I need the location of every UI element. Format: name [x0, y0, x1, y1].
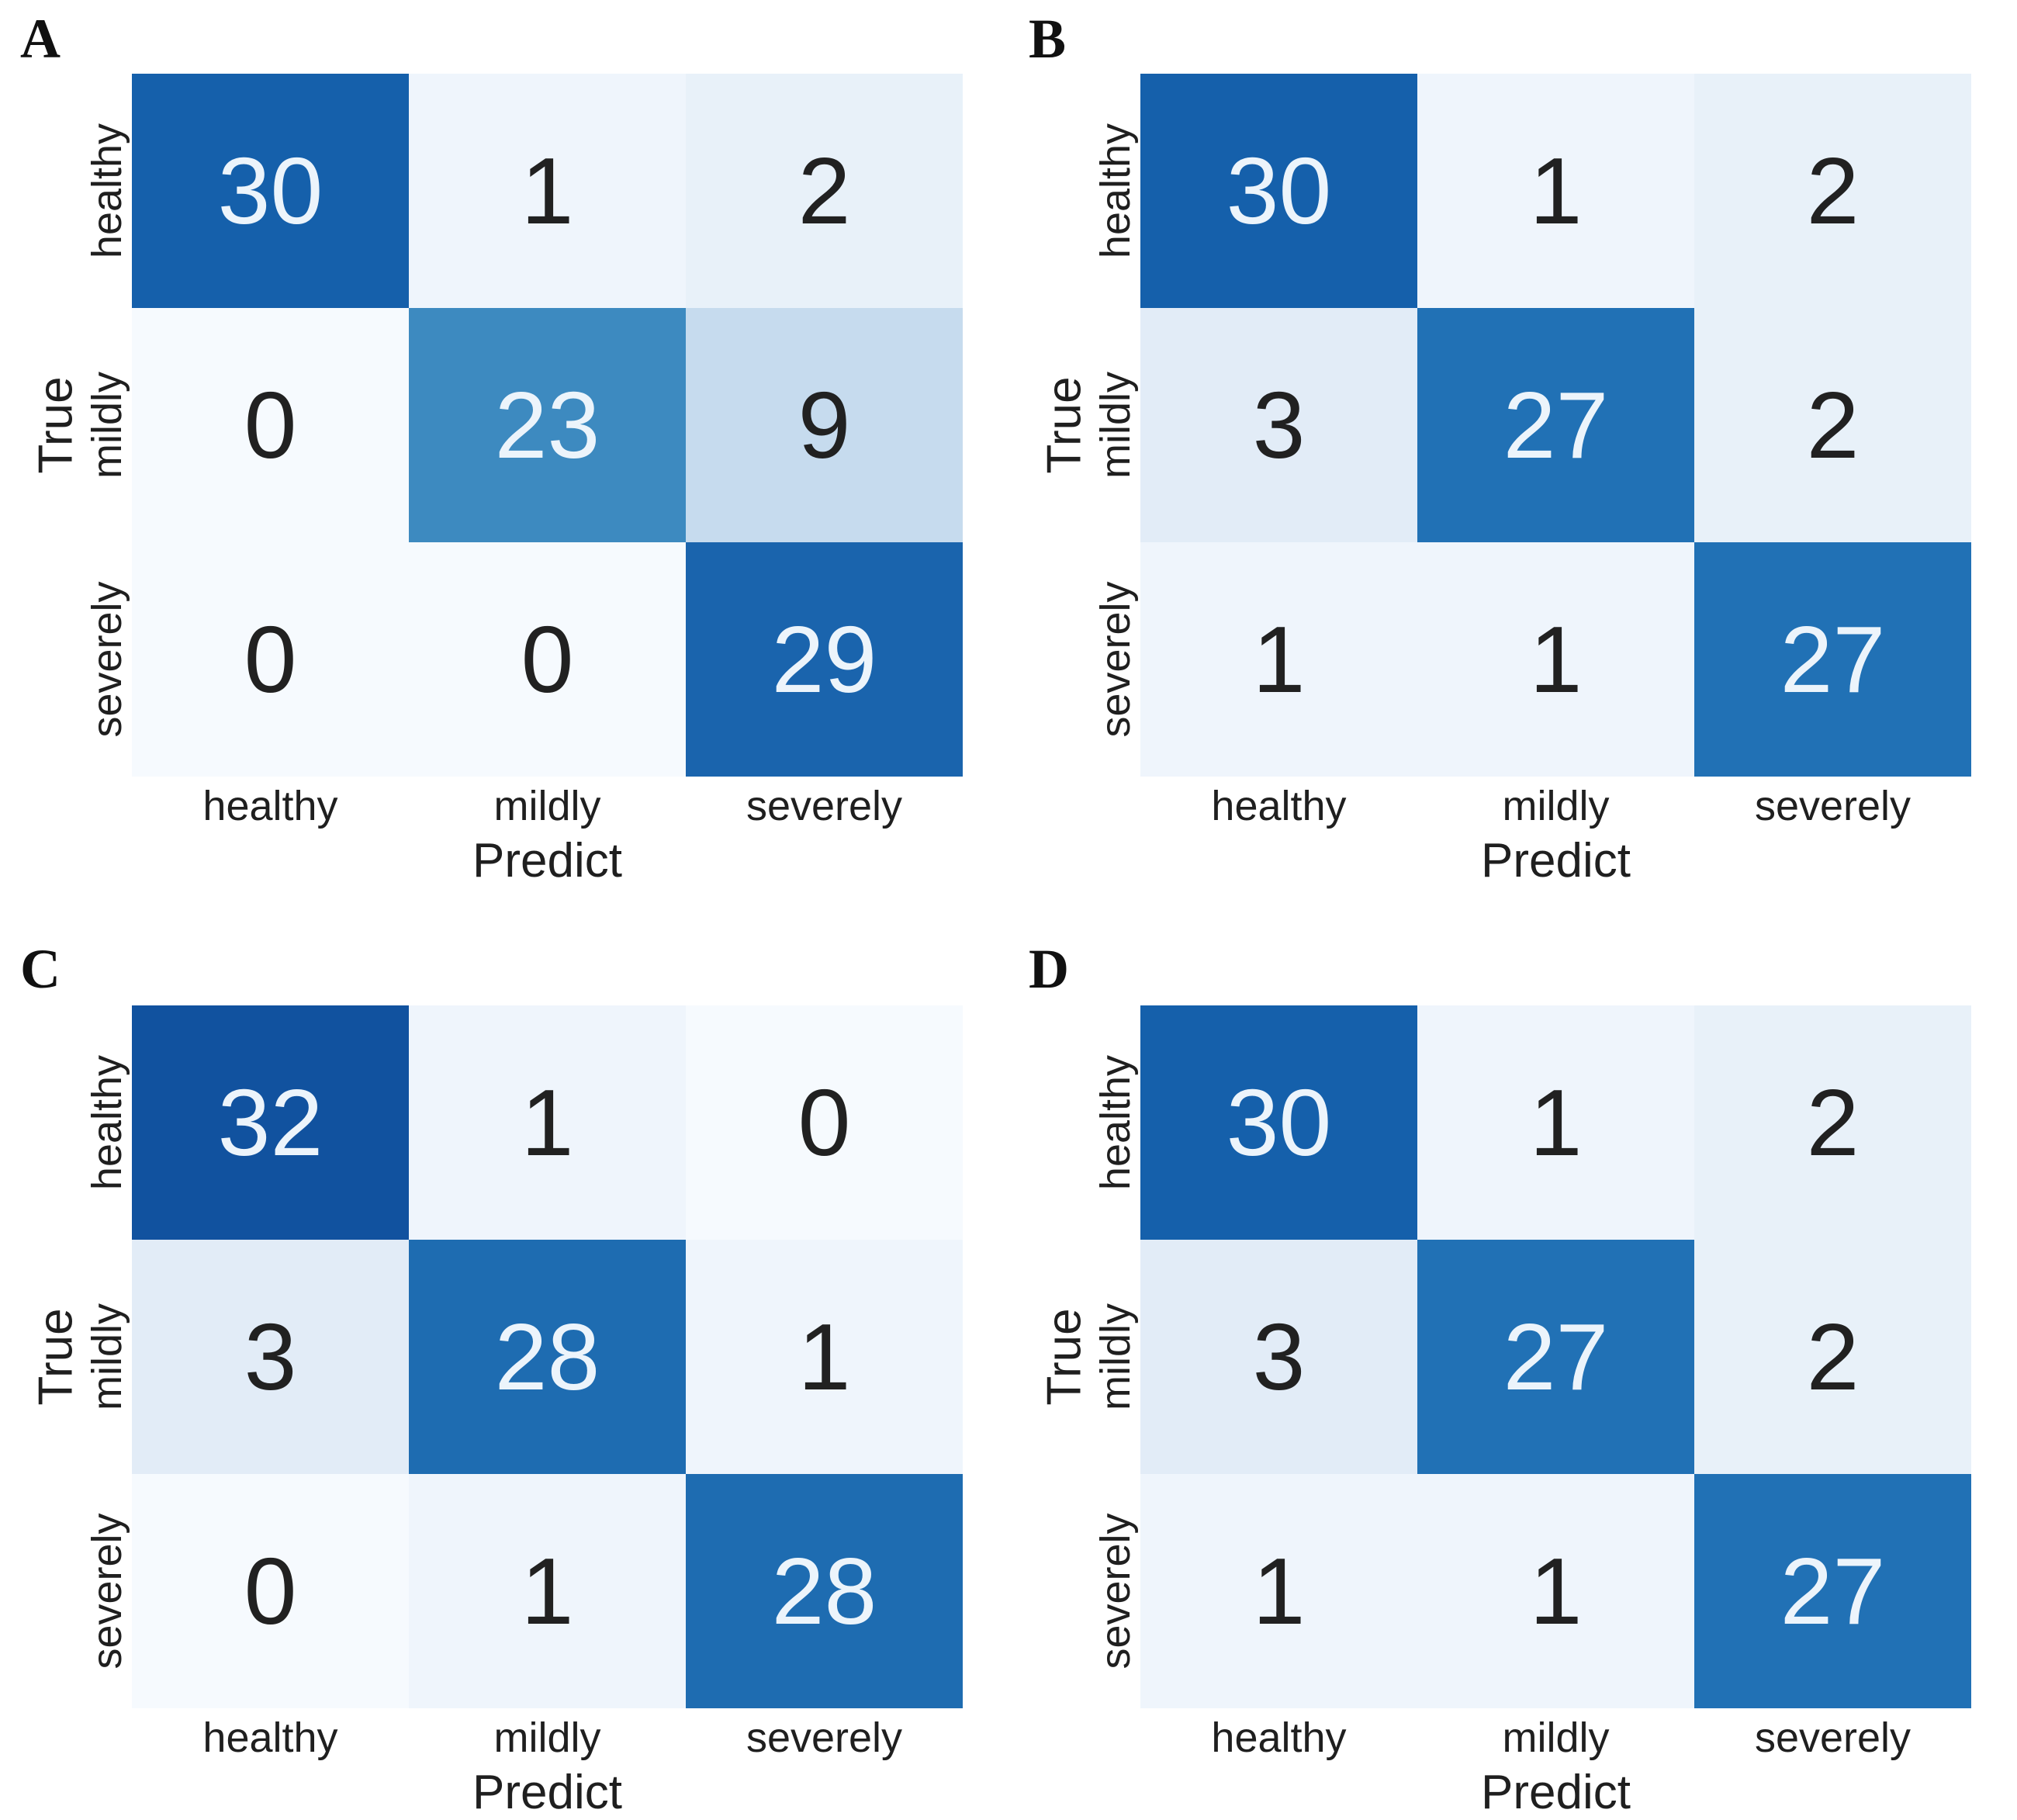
matrix-cell-r1c1: 23: [409, 308, 686, 542]
plot-area: True healthy mildly severely 30 1 2 3 27 2 1 1 2…: [1008, 0, 2017, 910]
matrix-cell-r1c0: 0: [132, 308, 409, 542]
x-axis-title: Predict: [472, 834, 622, 888]
matrix-cell-r2c1: 0: [409, 542, 686, 777]
matrix-cell-r2c1: 1: [409, 1474, 686, 1708]
matrix-cell-r2c0: 0: [132, 542, 409, 777]
matrix-cell-r1c1: 28: [409, 1240, 686, 1474]
matrix-cell-r0c2: 2: [686, 74, 963, 308]
matrix-cell-r2c2: 27: [1694, 1474, 1971, 1708]
y-tick-healthy: healthy: [84, 123, 130, 259]
matrix-cell-r0c1: 1: [1417, 74, 1694, 308]
x-tick-healthy: healthy: [202, 783, 338, 829]
panel-label: B: [1029, 8, 1067, 70]
matrix-cell-r2c1: 1: [1417, 1474, 1694, 1708]
y-tick-mildly: mildly: [1092, 371, 1139, 479]
plot-area: True healthy mildly severely 30 1 2 0 23 9 0 0 2…: [0, 0, 1008, 910]
matrix-cell-r1c1: 27: [1417, 308, 1694, 542]
panel-label: D: [1029, 938, 1069, 1000]
matrix-cell-r2c2: 28: [686, 1474, 963, 1708]
x-axis-title: Predict: [1481, 834, 1631, 888]
x-tick-healthy: healthy: [1211, 783, 1347, 829]
x-tick-severely: severely: [1754, 1714, 1911, 1761]
x-tick-severely: severely: [746, 783, 903, 829]
matrix-cell-r0c1: 1: [1417, 1005, 1694, 1240]
heatmap-grid: 30 1 2 0 23 9 0 0 29: [132, 74, 963, 777]
matrix-cell-r2c2: 27: [1694, 542, 1971, 777]
matrix-cell-r0c2: 0: [686, 1005, 963, 1240]
y-tick-healthy: healthy: [1092, 1054, 1139, 1191]
matrix-cell-r1c0: 3: [1140, 308, 1417, 542]
matrix-cell-r0c1: 1: [409, 74, 686, 308]
y-tick-severely: severely: [1092, 1513, 1139, 1669]
matrix-cell-r1c0: 3: [132, 1240, 409, 1474]
matrix-cell-r2c0: 1: [1140, 1474, 1417, 1708]
matrix-cell-r1c2: 2: [1694, 1240, 1971, 1474]
x-tick-mildly: mildly: [1502, 783, 1610, 829]
matrix-cell-r2c1: 1: [1417, 542, 1694, 777]
heatmap-grid: 30 1 2 3 27 2 1 1 27: [1140, 74, 1971, 777]
confusion-matrix-panel-a: A True healthy mildly severely 30 1 2 0 23 9 0…: [0, 0, 1008, 910]
matrix-cell-r1c2: 2: [1694, 308, 1971, 542]
x-tick-mildly: mildly: [493, 1714, 601, 1761]
matrix-cell-r0c0: 32: [132, 1005, 409, 1240]
x-tick-healthy: healthy: [1211, 1714, 1347, 1761]
confusion-matrix-panel-b: B True healthy mildly severely 30 1 2 3 27 2 1…: [1008, 0, 2017, 910]
matrix-cell-r2c0: 0: [132, 1474, 409, 1708]
x-axis-title: Predict: [1481, 1766, 1631, 1819]
x-tick-severely: severely: [1754, 783, 1911, 829]
matrix-cell-r0c1: 1: [409, 1005, 686, 1240]
y-axis-title: True: [1037, 1308, 1092, 1406]
matrix-cell-r0c2: 2: [1694, 74, 1971, 308]
plot-area: True healthy mildly severely 32 1 0 3 28 1 0 1 2…: [0, 932, 1008, 1820]
x-tick-mildly: mildly: [1502, 1714, 1610, 1761]
y-tick-healthy: healthy: [84, 1054, 130, 1191]
y-tick-severely: severely: [84, 581, 130, 738]
x-tick-row: healthy mildly severely: [132, 782, 963, 830]
matrix-cell-r1c0: 3: [1140, 1240, 1417, 1474]
heatmap-grid: 30 1 2 3 27 2 1 1 27: [1140, 1005, 1971, 1708]
y-tick-severely: severely: [84, 1513, 130, 1669]
matrix-cell-r2c0: 1: [1140, 542, 1417, 777]
confusion-matrix-panel-c: C True healthy mildly severely 32 1 0 3 28 1 0…: [0, 910, 1008, 1820]
matrix-cell-r0c2: 2: [1694, 1005, 1971, 1240]
x-tick-healthy: healthy: [202, 1714, 338, 1761]
matrix-cell-r0c0: 30: [132, 74, 409, 308]
matrix-cell-r1c2: 1: [686, 1240, 963, 1474]
y-tick-mildly: mildly: [84, 371, 130, 479]
heatmap-grid: 32 1 0 3 28 1 0 1 28: [132, 1005, 963, 1708]
matrix-cell-r2c2: 29: [686, 542, 963, 777]
panel-label: C: [20, 938, 61, 1000]
panel-label: A: [20, 8, 61, 70]
y-tick-mildly: mildly: [84, 1303, 130, 1411]
y-axis-title: True: [1037, 376, 1092, 474]
y-axis-title: True: [29, 376, 83, 474]
y-tick-severely: severely: [1092, 581, 1139, 738]
matrix-cell-r1c1: 27: [1417, 1240, 1694, 1474]
x-tick-severely: severely: [746, 1714, 903, 1761]
x-tick-row: healthy mildly severely: [1140, 782, 1971, 830]
x-axis-title: Predict: [472, 1766, 622, 1819]
x-tick-mildly: mildly: [493, 783, 601, 829]
x-tick-row: healthy mildly severely: [132, 1714, 963, 1762]
matrix-cell-r0c0: 30: [1140, 1005, 1417, 1240]
x-tick-row: healthy mildly severely: [1140, 1714, 1971, 1762]
matrix-cell-r0c0: 30: [1140, 74, 1417, 308]
matrix-cell-r1c2: 9: [686, 308, 963, 542]
y-axis-title: True: [29, 1308, 83, 1406]
plot-area: True healthy mildly severely 30 1 2 3 27 2 1 1 2…: [1008, 932, 2017, 1820]
confusion-matrix-panel-d: D True healthy mildly severely 30 1 2 3 27 2 1…: [1008, 910, 2017, 1820]
y-tick-healthy: healthy: [1092, 123, 1139, 259]
y-tick-mildly: mildly: [1092, 1303, 1139, 1411]
